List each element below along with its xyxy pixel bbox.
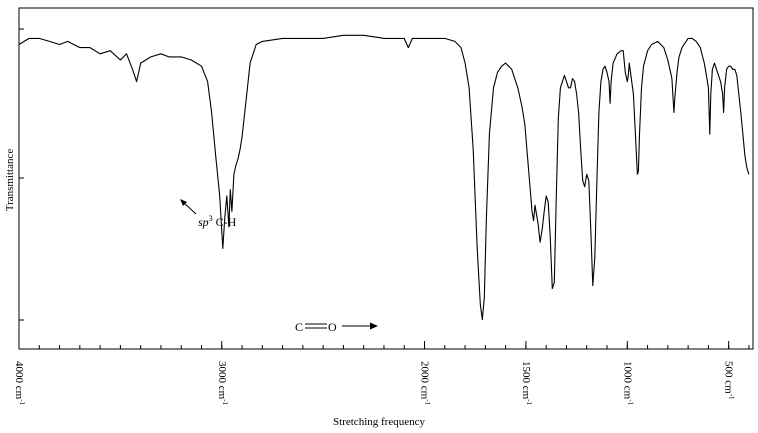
- x-tick-label: 2000 cm-1: [419, 361, 432, 406]
- annotation-carbonyl-c: C: [295, 320, 303, 334]
- x-tick-label: 4000 cm-1: [13, 361, 26, 406]
- y-axis-label: Transmittance: [4, 149, 16, 212]
- x-tick-label: 3000 cm-1: [216, 361, 229, 406]
- annotation-carbonyl: C O: [295, 320, 378, 334]
- x-tick-label: 1000 cm-1: [621, 361, 634, 406]
- x-axis-major-ticks: [18, 341, 730, 349]
- annotation-carbonyl-o: O: [328, 320, 337, 334]
- y-axis-ticks: [19, 28, 24, 321]
- x-axis-tick-labels: 4000 cm-1 3000 cm-1 2000 cm-1 1500 cm-1 1000…: [13, 361, 736, 406]
- annotation-sp3-ch-label: sp3 C-H: [198, 214, 237, 229]
- annotation-sp3-ch-arrowhead: [180, 199, 187, 206]
- annotation-sp3-ch: sp3 C-H: [180, 199, 237, 229]
- annotation-sp3-ch-arrow: [182, 201, 197, 215]
- annotation-carbonyl-arrowhead: [370, 322, 378, 330]
- x-axis-minor-ticks: [38, 345, 750, 349]
- x-tick-label: 1500 cm-1: [520, 361, 533, 406]
- x-axis-label: Stretching frequency: [333, 416, 425, 428]
- spectrum-line: [18, 34, 750, 321]
- x-tick-label: 500 cm-1: [723, 361, 736, 400]
